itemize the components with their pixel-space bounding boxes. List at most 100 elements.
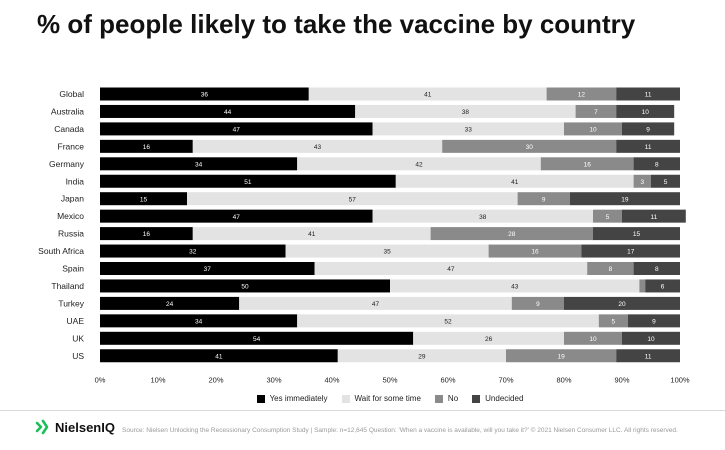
bar-segment	[390, 279, 640, 293]
bar-segment	[540, 157, 634, 171]
bar-segment	[297, 314, 599, 328]
data-label: 57	[349, 196, 357, 203]
bar-segment	[633, 262, 680, 275]
data-label: 9	[646, 127, 650, 134]
legend-item: Wait for some time	[341, 394, 421, 403]
bar-segment	[569, 192, 680, 206]
data-label: 47	[233, 127, 241, 134]
data-label: 19	[621, 196, 629, 203]
bar-segment	[100, 157, 298, 171]
data-label: 5	[664, 179, 668, 186]
data-label: 10	[589, 127, 597, 134]
bar-segment	[598, 314, 628, 328]
bar-segment	[506, 349, 617, 363]
legend-swatch	[434, 394, 443, 403]
data-label: 9	[652, 318, 656, 325]
bar-segment	[100, 139, 193, 153]
bar-segment	[564, 331, 622, 345]
bar-segment	[633, 157, 680, 171]
data-label: 33	[465, 127, 473, 134]
data-label: 35	[383, 249, 391, 256]
legend-label: No	[447, 394, 459, 403]
category-label: Spain	[62, 264, 84, 274]
bar-segment	[622, 122, 675, 136]
legend-label: Yes immediately	[269, 394, 328, 403]
data-label: 28	[508, 231, 516, 238]
bar-segment	[297, 157, 541, 171]
bar-segment	[100, 209, 373, 223]
category-label: UK	[72, 333, 84, 343]
x-tick-label: 100%	[670, 376, 690, 385]
legend-swatch	[341, 394, 350, 403]
bar-segment	[616, 87, 680, 101]
data-label: 24	[166, 301, 174, 308]
bar-segment	[337, 349, 506, 363]
chart-legend: Yes immediately Wait for some time No Undec…	[100, 394, 680, 403]
bar-segment	[372, 122, 564, 136]
bar-segment	[100, 87, 309, 101]
bar-segment	[639, 279, 646, 293]
data-label: 50	[241, 284, 249, 291]
data-label: 9	[542, 196, 546, 203]
bar-segment	[100, 244, 286, 258]
data-label: 43	[511, 284, 519, 291]
bar-segment	[355, 104, 576, 118]
bar-segment	[517, 192, 570, 206]
x-tick-label: 50%	[382, 376, 397, 385]
brand-logo: NielsenIQ	[35, 419, 115, 435]
category-label: Global	[59, 89, 84, 99]
bar-segment	[575, 104, 617, 118]
bar-segment	[100, 104, 356, 118]
data-label: 30	[526, 144, 534, 151]
x-tick-label: 0%	[95, 376, 106, 385]
bar-segment	[511, 296, 564, 310]
data-label: 41	[308, 231, 316, 238]
data-label: 47	[447, 266, 455, 273]
bar-segment	[100, 262, 315, 275]
data-label: 47	[233, 214, 241, 221]
data-label: 9	[536, 301, 540, 308]
bar-segment	[593, 209, 622, 223]
data-label: 16	[531, 249, 539, 256]
bar-segment	[622, 331, 680, 345]
bar-segment	[314, 262, 588, 275]
data-label: 41	[215, 353, 223, 360]
data-label: 34	[195, 161, 203, 168]
bar-segment	[100, 227, 193, 241]
x-tick-label: 10%	[150, 376, 165, 385]
data-label: 15	[633, 231, 641, 238]
category-label: Turkey	[58, 298, 84, 308]
category-label: Australia	[51, 106, 84, 116]
bar-segment	[395, 174, 634, 188]
bar-segment	[100, 279, 390, 293]
data-label: 8	[655, 161, 659, 168]
x-tick-label: 20%	[208, 376, 223, 385]
bar-segment	[192, 139, 443, 153]
bar-segment	[372, 209, 593, 223]
data-label: 37	[204, 266, 212, 273]
data-label: 11	[651, 214, 658, 221]
bar-segment	[616, 349, 680, 363]
bar-segment	[187, 192, 518, 206]
data-label: 5	[606, 214, 610, 221]
bar-segment	[488, 244, 582, 258]
bar-segment	[100, 296, 240, 310]
legend-swatch	[256, 394, 265, 403]
bar-segment	[546, 87, 617, 101]
category-label: Thailand	[51, 281, 84, 291]
category-label: Mexico	[57, 211, 84, 221]
data-label: 7	[594, 109, 598, 116]
x-tick-label: 80%	[556, 376, 571, 385]
legend-item: No	[434, 394, 459, 403]
bar-segment	[100, 192, 187, 206]
x-tick-label: 60%	[440, 376, 455, 385]
bar-segment	[645, 279, 680, 293]
category-label: Japan	[61, 194, 84, 204]
bar-segment	[100, 122, 373, 136]
bar-segment	[651, 174, 680, 188]
chart-title: % of people likely to take the vaccine b…	[37, 9, 636, 39]
category-label: US	[72, 351, 84, 361]
data-label: 16	[584, 161, 592, 168]
data-label: 12	[578, 92, 586, 99]
data-label: 17	[627, 249, 635, 256]
